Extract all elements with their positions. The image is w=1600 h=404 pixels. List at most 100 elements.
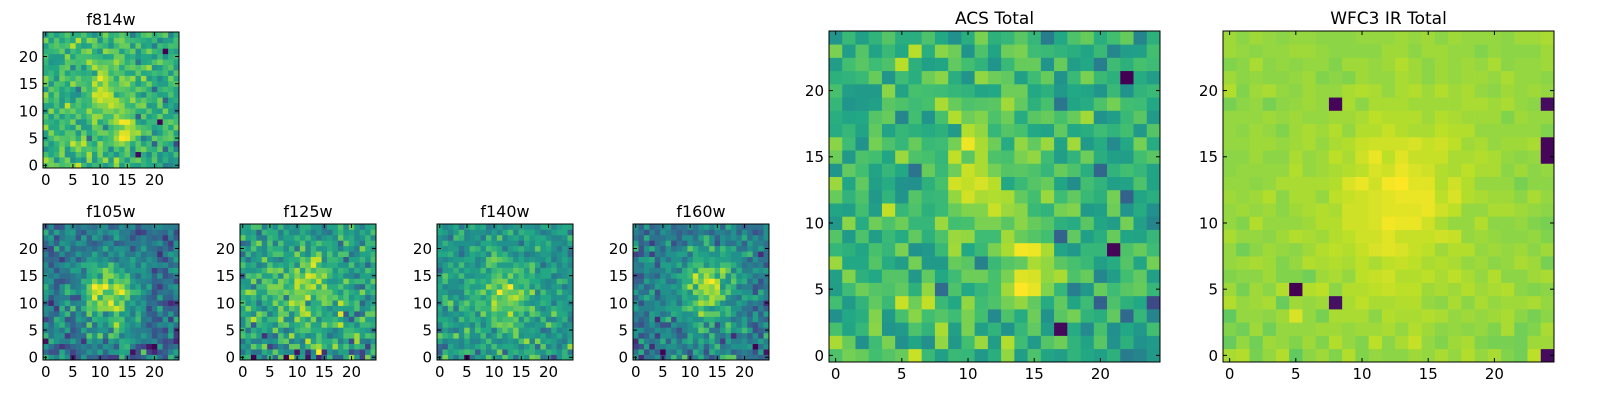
heatmap-cell	[643, 289, 650, 296]
heatmap-cell	[81, 300, 87, 306]
heatmap-cell	[868, 176, 883, 191]
heatmap-cell	[507, 240, 514, 247]
heatmap-cell	[299, 332, 306, 339]
heatmap-cell	[687, 272, 694, 279]
heatmap-cell	[1501, 70, 1515, 85]
heatmap-cell	[359, 321, 366, 328]
heatmap-cell	[534, 289, 541, 296]
heatmap-cell	[1107, 335, 1121, 350]
heatmap-cell	[763, 229, 770, 236]
heatmap-cell	[1421, 83, 1436, 98]
heatmap-cell	[698, 343, 705, 350]
heatmap-cell	[660, 343, 666, 350]
heatmap-cell	[934, 44, 949, 58]
heatmap-cell	[321, 229, 328, 236]
heatmap-cell	[1120, 348, 1134, 363]
heatmap-cell	[59, 108, 66, 114]
heatmap-cell	[162, 162, 169, 169]
heatmap-cell	[638, 289, 645, 296]
heatmap-cell	[987, 348, 1002, 363]
heatmap-cell	[1236, 242, 1250, 257]
heatmap-cell	[1342, 348, 1356, 363]
heatmap-cell	[1146, 189, 1161, 204]
heatmap-cell	[842, 44, 856, 58]
heatmap-cell	[1408, 176, 1422, 191]
heatmap-cell	[59, 300, 66, 306]
heatmap-cell	[53, 343, 60, 350]
heatmap-cell	[747, 332, 754, 339]
heatmap-cell	[491, 272, 498, 279]
heatmap-cell	[86, 332, 93, 339]
heatmap-cell	[91, 349, 98, 355]
heatmap-cell	[736, 245, 743, 252]
heatmap-cell	[48, 283, 55, 290]
heatmap-cell	[97, 124, 104, 131]
heatmap-cell	[124, 338, 131, 345]
heatmap-cell	[480, 321, 487, 328]
heatmap-cell	[365, 251, 371, 257]
heatmap-cell	[151, 140, 158, 147]
heatmap-cell	[240, 234, 246, 241]
heatmap-cell	[1289, 70, 1303, 85]
heatmap-cell	[534, 321, 541, 328]
heatmap-cell	[1448, 335, 1462, 350]
heatmap-cell	[1120, 282, 1134, 297]
heatmap-cell	[681, 278, 688, 285]
heatmap-cell	[545, 278, 552, 285]
heatmap-cell	[649, 224, 656, 230]
heatmap-cell	[714, 278, 721, 285]
y-tick-label: 20	[413, 240, 432, 258]
heatmap-cell	[348, 267, 355, 274]
heatmap-cell	[119, 53, 125, 60]
heatmap-cell	[556, 316, 563, 323]
heatmap-cell	[540, 349, 547, 355]
heatmap-cell	[703, 349, 710, 355]
heatmap-cell	[162, 305, 169, 312]
heatmap-cell	[921, 348, 936, 363]
heatmap-cell	[698, 354, 705, 361]
heatmap-cell	[551, 338, 558, 345]
heatmap-cell	[48, 327, 55, 334]
heatmap-cell	[43, 75, 49, 82]
heatmap-cell	[102, 91, 109, 98]
heatmap-cell	[305, 289, 312, 296]
heatmap-cell	[447, 256, 454, 263]
heatmap-cell	[681, 300, 688, 306]
heatmap-cell	[124, 140, 131, 147]
heatmap-cell	[1381, 176, 1396, 191]
heatmap-cell	[59, 305, 66, 312]
heatmap-cell	[469, 311, 476, 317]
heatmap-cell	[551, 262, 558, 268]
heatmap-cell	[267, 316, 273, 323]
heatmap-cell	[763, 251, 770, 257]
heatmap-cell	[64, 234, 71, 241]
y-tick-label: 15	[216, 267, 235, 285]
heatmap-cell	[119, 305, 125, 312]
heatmap-cell	[48, 162, 55, 169]
heatmap-cell	[442, 289, 449, 296]
heatmap-cell	[709, 311, 715, 317]
heatmap-cell	[75, 343, 82, 350]
heatmap-cell	[113, 53, 120, 60]
heatmap-cell	[53, 300, 60, 306]
heatmap-cell	[725, 278, 732, 285]
heatmap-cell	[491, 305, 498, 312]
heatmap-cell	[370, 251, 377, 257]
heatmap-cell	[453, 240, 460, 247]
heatmap-cell	[299, 311, 306, 317]
heatmap-cell	[1249, 322, 1264, 336]
heatmap-cell	[447, 300, 454, 306]
heatmap-cell	[261, 224, 268, 230]
heatmap-cell	[1302, 348, 1317, 363]
heatmap-cell	[524, 294, 530, 301]
heatmap-cell	[135, 119, 142, 125]
heatmap-cell	[1514, 335, 1528, 350]
heatmap-cell	[1342, 216, 1356, 230]
heatmap-cell	[1001, 269, 1015, 283]
heatmap-cell	[168, 251, 174, 257]
heatmap-cell	[868, 229, 883, 244]
heatmap-cell	[1408, 203, 1422, 217]
heatmap-cell	[649, 321, 656, 328]
heatmap-cell	[173, 338, 180, 345]
heatmap-cell	[1434, 57, 1449, 72]
